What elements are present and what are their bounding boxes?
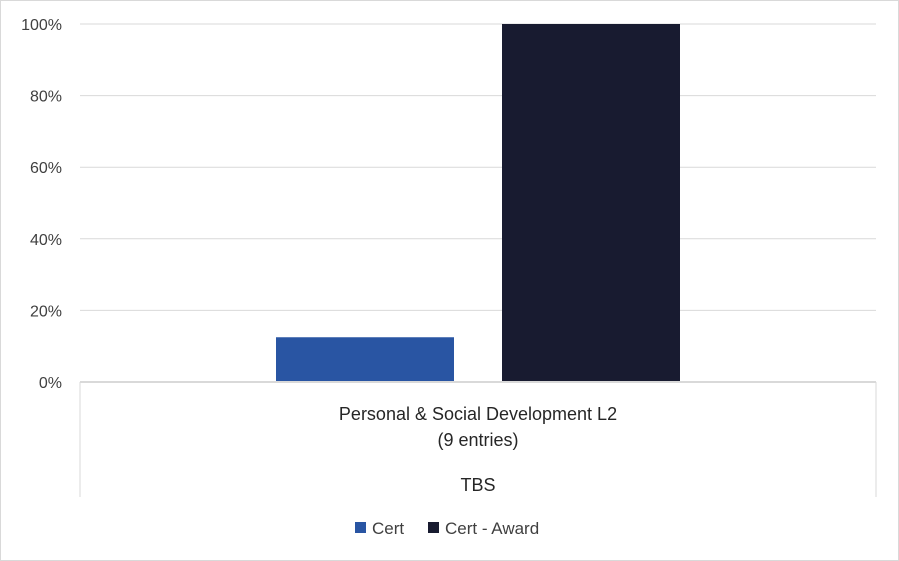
legend-swatch: [428, 522, 439, 533]
y-tick-label: 60%: [30, 160, 62, 177]
y-tick-label: 80%: [30, 89, 62, 106]
y-tick-label: 0%: [39, 375, 62, 392]
category-sub-label: (9 entries): [437, 430, 518, 450]
legend-label: Cert - Award: [445, 519, 539, 538]
legend-label: Cert: [372, 519, 404, 538]
category-label: Personal & Social Development L2: [339, 404, 617, 424]
y-tick-label: 100%: [21, 17, 62, 34]
legend-swatch: [355, 522, 366, 533]
bar-cert: [276, 337, 454, 382]
bar-cert-award: [502, 24, 680, 382]
group-label: TBS: [460, 475, 495, 495]
y-tick-label: 40%: [30, 232, 62, 249]
y-tick-label: 20%: [30, 303, 62, 320]
legend: Cert Cert - Award: [355, 519, 539, 538]
